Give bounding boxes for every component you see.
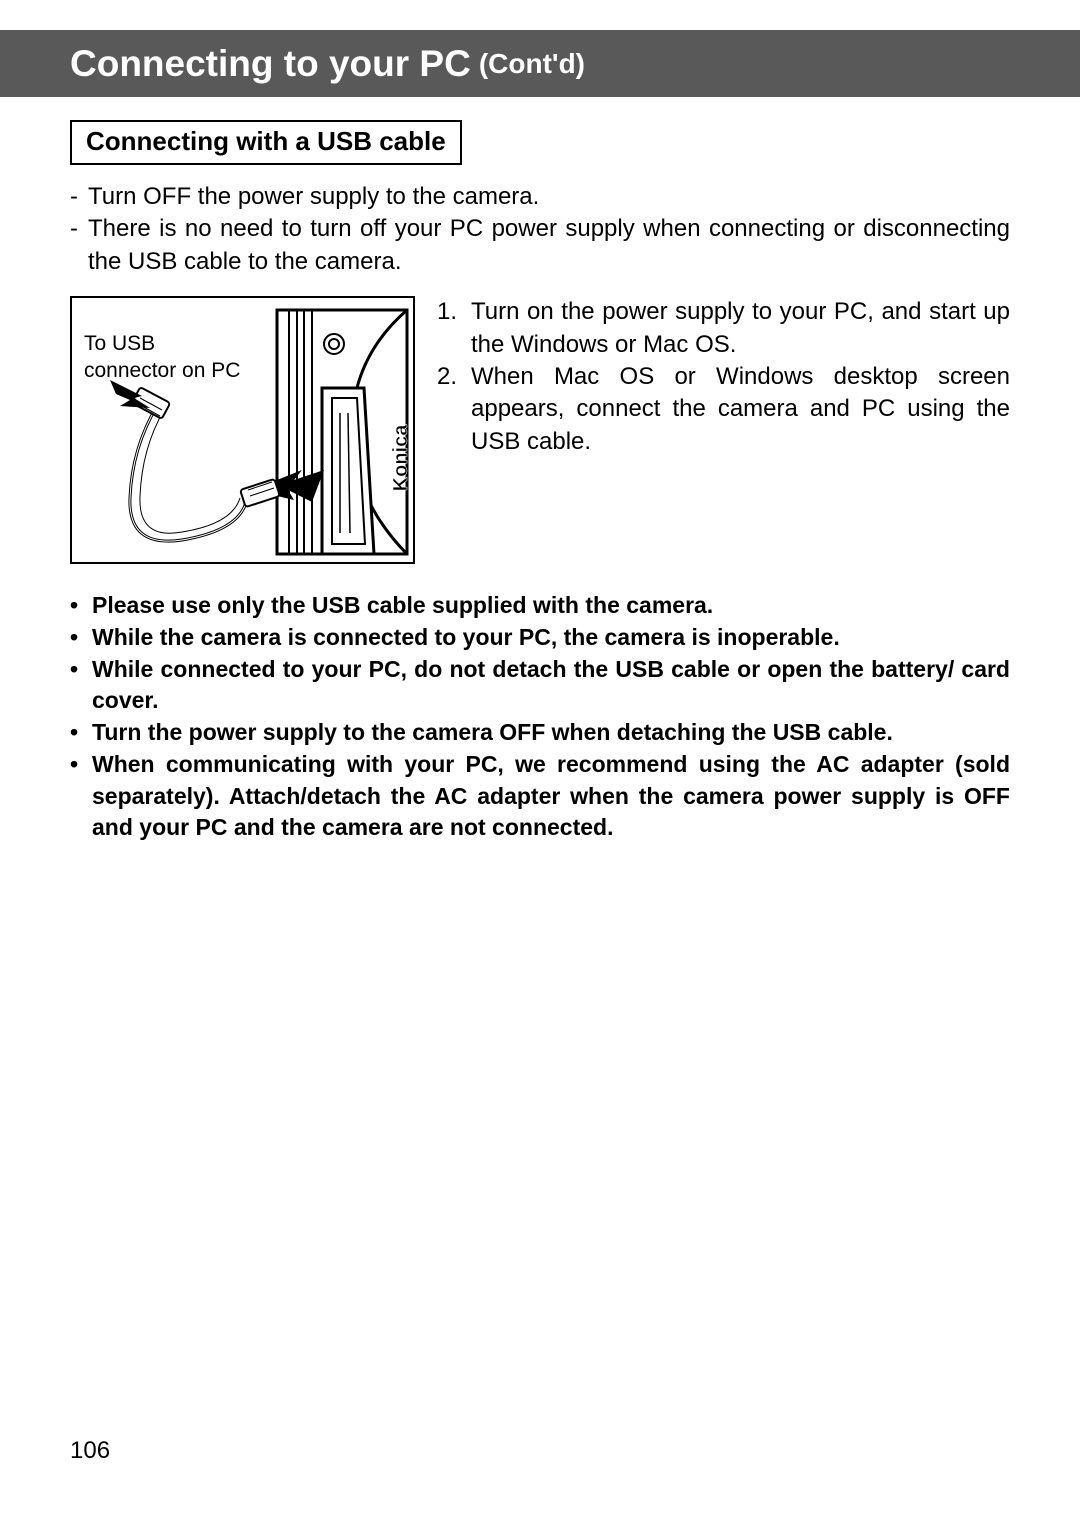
page-number: 106: [70, 1437, 110, 1465]
intro-list: - Turn OFF the power supply to the camer…: [70, 181, 1010, 278]
bullet-icon: •: [70, 622, 92, 654]
note-text: When communicating with your PC, we reco…: [92, 749, 1010, 844]
step-number: 2.: [437, 361, 471, 458]
step-item: 1. Turn on the power supply to your PC, …: [437, 296, 1010, 361]
figure-and-steps-row: To USB connector on PC: [70, 296, 1010, 564]
manual-page: Connecting to your PC (Cont'd) Connectin…: [0, 0, 1080, 1521]
bullet-icon: •: [70, 749, 92, 844]
header-subtitle: (Cont'd): [479, 48, 585, 80]
bullet-icon: •: [70, 654, 92, 717]
note-text: Turn the power supply to the camera OFF …: [92, 717, 1010, 749]
section-heading: Connecting with a USB cable: [86, 126, 446, 156]
step-text: Turn on the power supply to your PC, and…: [471, 296, 1010, 361]
usb-connection-figure: To USB connector on PC: [70, 296, 415, 564]
note-item: • While the camera is connected to your …: [70, 622, 1010, 654]
step-item: 2. When Mac OS or Windows desktop screen…: [437, 361, 1010, 458]
header-title: Connecting to your PC: [70, 43, 471, 85]
numbered-steps: 1. Turn on the power supply to your PC, …: [437, 296, 1010, 458]
content-area: Connecting with a USB cable - Turn OFF t…: [70, 120, 1010, 844]
step-text: When Mac OS or Windows desktop screen ap…: [471, 361, 1010, 458]
intro-text: There is no need to turn off your PC pow…: [88, 213, 1010, 278]
note-text: Please use only the USB cable supplied w…: [92, 590, 1010, 622]
step-number: 1.: [437, 296, 471, 361]
note-item: • When communicating with your PC, we re…: [70, 749, 1010, 844]
figure-label-line1: To USB: [84, 332, 155, 355]
brand-text: Konica: [390, 424, 412, 492]
intro-text: Turn OFF the power supply to the camera.: [88, 181, 1010, 213]
dash-bullet: -: [70, 181, 88, 213]
figure-label: To USB connector on PC: [84, 330, 240, 385]
bullet-icon: •: [70, 590, 92, 622]
dash-bullet: -: [70, 213, 88, 278]
header-bar: Connecting to your PC (Cont'd): [0, 30, 1080, 97]
figure-label-line2: connector on PC: [84, 359, 240, 382]
bullet-icon: •: [70, 717, 92, 749]
intro-item: - There is no need to turn off your PC p…: [70, 213, 1010, 278]
section-heading-box: Connecting with a USB cable: [70, 120, 462, 165]
note-text: While the camera is connected to your PC…: [92, 622, 1010, 654]
note-text: While connected to your PC, do not detac…: [92, 654, 1010, 717]
intro-item: - Turn OFF the power supply to the camer…: [70, 181, 1010, 213]
note-item: • Please use only the USB cable supplied…: [70, 590, 1010, 622]
note-item: • While connected to your PC, do not det…: [70, 654, 1010, 717]
note-item: • Turn the power supply to the camera OF…: [70, 717, 1010, 749]
caution-notes: • Please use only the USB cable supplied…: [70, 590, 1010, 844]
